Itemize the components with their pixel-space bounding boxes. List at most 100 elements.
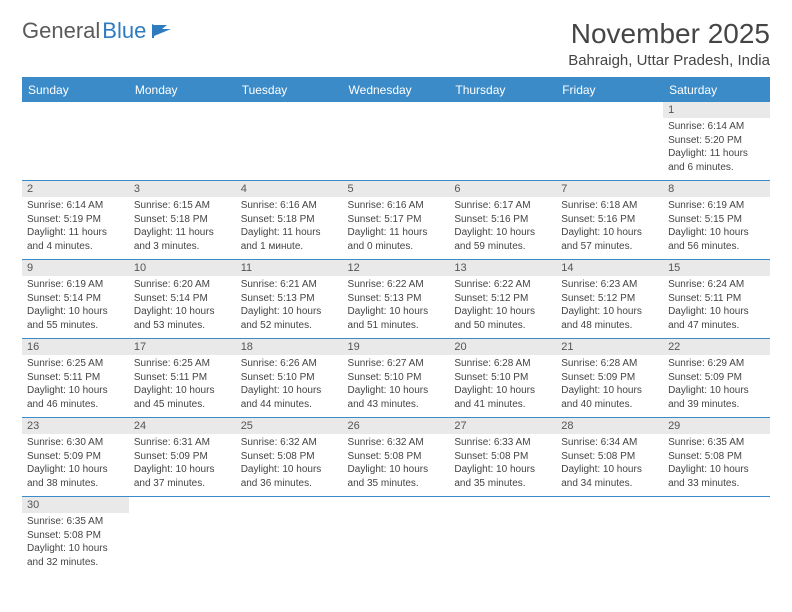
calendar-cell: 18Sunrise: 6:26 AMSunset: 5:10 PMDayligh… bbox=[236, 339, 343, 418]
day-number: 18 bbox=[236, 339, 343, 355]
sunrise-text: Sunrise: 6:14 AM bbox=[27, 199, 124, 213]
sunset-text: Sunset: 5:15 PM bbox=[668, 213, 765, 227]
page-header: GeneralBlue November 2025 Bahraigh, Utta… bbox=[22, 18, 770, 69]
sunset-text: Sunset: 5:11 PM bbox=[668, 292, 765, 306]
calendar-cell: . bbox=[236, 497, 343, 576]
sunset-text: Sunset: 5:13 PM bbox=[241, 292, 338, 306]
day-details: Sunrise: 6:26 AMSunset: 5:10 PMDaylight:… bbox=[236, 355, 343, 414]
day-details: Sunrise: 6:18 AMSunset: 5:16 PMDaylight:… bbox=[556, 197, 663, 256]
sunrise-text: Sunrise: 6:16 AM bbox=[241, 199, 338, 213]
sunrise-text: Sunrise: 6:19 AM bbox=[27, 278, 124, 292]
sunset-text: Sunset: 5:10 PM bbox=[348, 371, 445, 385]
sunrise-text: Sunrise: 6:20 AM bbox=[134, 278, 231, 292]
month-title: November 2025 bbox=[568, 18, 770, 50]
daylight-text: Daylight: 10 hours and 32 minutes. bbox=[27, 542, 124, 569]
day-number: 11 bbox=[236, 260, 343, 276]
sunset-text: Sunset: 5:16 PM bbox=[561, 213, 658, 227]
daylight-text: Daylight: 10 hours and 51 minutes. bbox=[348, 305, 445, 332]
daylight-text: Daylight: 10 hours and 40 minutes. bbox=[561, 384, 658, 411]
day-number: 8 bbox=[663, 181, 770, 197]
calendar-cell: 4Sunrise: 6:16 AMSunset: 5:18 PMDaylight… bbox=[236, 181, 343, 260]
calendar-cell: 28Sunrise: 6:34 AMSunset: 5:08 PMDayligh… bbox=[556, 418, 663, 497]
daylight-text: Daylight: 10 hours and 39 minutes. bbox=[668, 384, 765, 411]
day-details: Sunrise: 6:20 AMSunset: 5:14 PMDaylight:… bbox=[129, 276, 236, 335]
daylight-text: Daylight: 10 hours and 57 minutes. bbox=[561, 226, 658, 253]
daylight-text: Daylight: 10 hours and 35 minutes. bbox=[348, 463, 445, 490]
calendar-cell: 30Sunrise: 6:35 AMSunset: 5:08 PMDayligh… bbox=[22, 497, 129, 576]
sunset-text: Sunset: 5:16 PM bbox=[454, 213, 551, 227]
day-number: 5 bbox=[343, 181, 450, 197]
sunset-text: Sunset: 5:08 PM bbox=[454, 450, 551, 464]
sunrise-text: Sunrise: 6:19 AM bbox=[668, 199, 765, 213]
sunrise-text: Sunrise: 6:32 AM bbox=[241, 436, 338, 450]
daylight-text: Daylight: 10 hours and 43 minutes. bbox=[348, 384, 445, 411]
sunset-text: Sunset: 5:18 PM bbox=[241, 213, 338, 227]
day-number: 2 bbox=[22, 181, 129, 197]
calendar-cell: 17Sunrise: 6:25 AMSunset: 5:11 PMDayligh… bbox=[129, 339, 236, 418]
calendar-cell: 22Sunrise: 6:29 AMSunset: 5:09 PMDayligh… bbox=[663, 339, 770, 418]
day-number: 1 bbox=[663, 102, 770, 118]
calendar-cell: 6Sunrise: 6:17 AMSunset: 5:16 PMDaylight… bbox=[449, 181, 556, 260]
day-number: 19 bbox=[343, 339, 450, 355]
sunset-text: Sunset: 5:12 PM bbox=[454, 292, 551, 306]
day-number: 4 bbox=[236, 181, 343, 197]
day-number: 25 bbox=[236, 418, 343, 434]
sunrise-text: Sunrise: 6:23 AM bbox=[561, 278, 658, 292]
calendar-cell: . bbox=[343, 102, 450, 181]
daylight-text: Daylight: 10 hours and 47 minutes. bbox=[668, 305, 765, 332]
day-details: Sunrise: 6:19 AMSunset: 5:15 PMDaylight:… bbox=[663, 197, 770, 256]
sunset-text: Sunset: 5:09 PM bbox=[668, 371, 765, 385]
calendar-table: SundayMondayTuesdayWednesdayThursdayFrid… bbox=[22, 77, 770, 575]
sunrise-text: Sunrise: 6:33 AM bbox=[454, 436, 551, 450]
sunset-text: Sunset: 5:08 PM bbox=[668, 450, 765, 464]
daylight-text: Daylight: 10 hours and 33 minutes. bbox=[668, 463, 765, 490]
daylight-text: Daylight: 11 hours and 0 minutes. bbox=[348, 226, 445, 253]
flag-icon bbox=[151, 23, 173, 39]
sunset-text: Sunset: 5:11 PM bbox=[134, 371, 231, 385]
day-details: Sunrise: 6:16 AMSunset: 5:18 PMDaylight:… bbox=[236, 197, 343, 256]
day-number: 26 bbox=[343, 418, 450, 434]
calendar-cell: . bbox=[556, 102, 663, 181]
sunrise-text: Sunrise: 6:34 AM bbox=[561, 436, 658, 450]
logo-text-1: General bbox=[22, 18, 100, 44]
sunrise-text: Sunrise: 6:31 AM bbox=[134, 436, 231, 450]
day-details: Sunrise: 6:16 AMSunset: 5:17 PMDaylight:… bbox=[343, 197, 450, 256]
sunset-text: Sunset: 5:08 PM bbox=[241, 450, 338, 464]
day-header: Thursday bbox=[449, 78, 556, 103]
calendar-week: ......1Sunrise: 6:14 AMSunset: 5:20 PMDa… bbox=[22, 102, 770, 181]
calendar-week: 9Sunrise: 6:19 AMSunset: 5:14 PMDaylight… bbox=[22, 260, 770, 339]
calendar-cell: 27Sunrise: 6:33 AMSunset: 5:08 PMDayligh… bbox=[449, 418, 556, 497]
sunset-text: Sunset: 5:18 PM bbox=[134, 213, 231, 227]
sunset-text: Sunset: 5:09 PM bbox=[27, 450, 124, 464]
sunrise-text: Sunrise: 6:24 AM bbox=[668, 278, 765, 292]
calendar-cell: 21Sunrise: 6:28 AMSunset: 5:09 PMDayligh… bbox=[556, 339, 663, 418]
day-header: Sunday bbox=[22, 78, 129, 103]
calendar-cell: 1Sunrise: 6:14 AMSunset: 5:20 PMDaylight… bbox=[663, 102, 770, 181]
sunrise-text: Sunrise: 6:14 AM bbox=[668, 120, 765, 134]
sunrise-text: Sunrise: 6:17 AM bbox=[454, 199, 551, 213]
calendar-cell: . bbox=[129, 497, 236, 576]
day-details: Sunrise: 6:14 AMSunset: 5:20 PMDaylight:… bbox=[663, 118, 770, 177]
day-details: Sunrise: 6:30 AMSunset: 5:09 PMDaylight:… bbox=[22, 434, 129, 493]
sunset-text: Sunset: 5:08 PM bbox=[27, 529, 124, 543]
calendar-cell: 26Sunrise: 6:32 AMSunset: 5:08 PMDayligh… bbox=[343, 418, 450, 497]
daylight-text: Daylight: 11 hours and 1 минute. bbox=[241, 226, 338, 253]
sunset-text: Sunset: 5:08 PM bbox=[561, 450, 658, 464]
sunrise-text: Sunrise: 6:25 AM bbox=[27, 357, 124, 371]
daylight-text: Daylight: 10 hours and 52 minutes. bbox=[241, 305, 338, 332]
daylight-text: Daylight: 10 hours and 35 minutes. bbox=[454, 463, 551, 490]
day-details: Sunrise: 6:22 AMSunset: 5:12 PMDaylight:… bbox=[449, 276, 556, 335]
daylight-text: Daylight: 10 hours and 56 minutes. bbox=[668, 226, 765, 253]
daylight-text: Daylight: 11 hours and 6 minutes. bbox=[668, 147, 765, 174]
day-details: Sunrise: 6:31 AMSunset: 5:09 PMDaylight:… bbox=[129, 434, 236, 493]
calendar-cell: . bbox=[449, 102, 556, 181]
calendar-week: 2Sunrise: 6:14 AMSunset: 5:19 PMDaylight… bbox=[22, 181, 770, 260]
calendar-week: 16Sunrise: 6:25 AMSunset: 5:11 PMDayligh… bbox=[22, 339, 770, 418]
daylight-text: Daylight: 10 hours and 55 minutes. bbox=[27, 305, 124, 332]
day-number: 24 bbox=[129, 418, 236, 434]
daylight-text: Daylight: 10 hours and 59 minutes. bbox=[454, 226, 551, 253]
calendar-cell: 14Sunrise: 6:23 AMSunset: 5:12 PMDayligh… bbox=[556, 260, 663, 339]
calendar-cell: 29Sunrise: 6:35 AMSunset: 5:08 PMDayligh… bbox=[663, 418, 770, 497]
daylight-text: Daylight: 10 hours and 45 minutes. bbox=[134, 384, 231, 411]
sunrise-text: Sunrise: 6:21 AM bbox=[241, 278, 338, 292]
